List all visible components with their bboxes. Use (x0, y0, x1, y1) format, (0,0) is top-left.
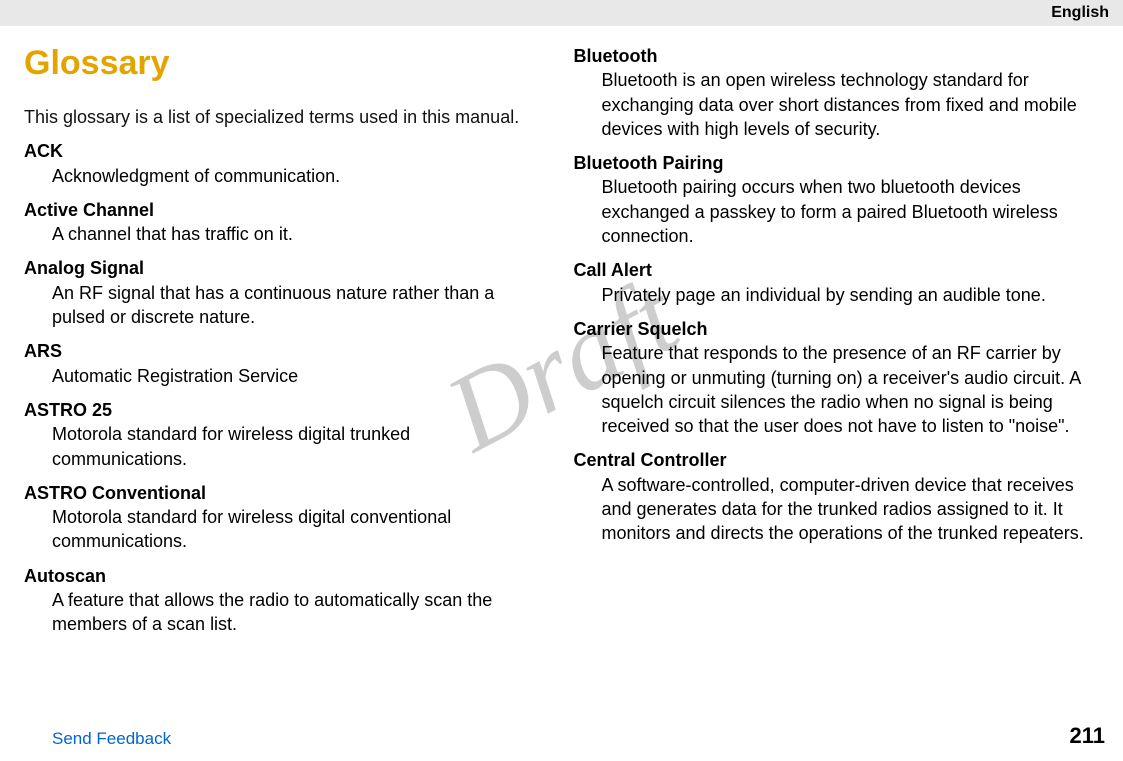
glossary-definition: Automatic Registration Service (52, 364, 546, 388)
language-label: English (1051, 4, 1109, 22)
glossary-entry: ASTRO 25 Motorola standard for wireless … (24, 398, 546, 471)
glossary-definition: Acknowledgment of communication. (52, 164, 546, 188)
page-title: Glossary (24, 44, 546, 83)
page-number: 211 (1070, 723, 1106, 749)
glossary-term: Bluetooth Pairing (574, 151, 1092, 175)
glossary-entry: ACK Acknowledgment of communication. (24, 139, 546, 188)
glossary-term: ASTRO 25 (24, 398, 546, 422)
glossary-term: Analog Signal (24, 256, 546, 280)
glossary-definition: Motorola standard for wireless digital t… (52, 422, 546, 471)
glossary-term: ASTRO Conventional (24, 481, 546, 505)
glossary-definition: Motorola standard for wireless digital c… (52, 505, 546, 554)
page-content: Glossary This glossary is a list of spec… (0, 26, 1123, 696)
glossary-definition: A software-controlled, computer-driven d… (602, 473, 1092, 546)
right-column: Bluetooth Bluetooth is an open wireless … (562, 44, 1100, 696)
intro-text: This glossary is a list of specialized t… (24, 105, 546, 129)
glossary-term: ACK (24, 139, 546, 163)
glossary-term: ARS (24, 339, 546, 363)
glossary-definition: An RF signal that has a continuous natur… (52, 281, 546, 330)
glossary-term: Central Controller (574, 448, 1092, 472)
glossary-definition: Bluetooth is an open wireless technology… (602, 68, 1092, 141)
glossary-definition: Feature that responds to the presence of… (602, 341, 1092, 438)
glossary-definition: A channel that has traffic on it. (52, 222, 546, 246)
glossary-term: Call Alert (574, 258, 1092, 282)
glossary-definition: Privately page an individual by sending … (602, 283, 1092, 307)
glossary-entry: Central Controller A software-controlled… (574, 448, 1092, 545)
glossary-entry: Autoscan A feature that allows the radio… (24, 564, 546, 637)
glossary-entry: Carrier Squelch Feature that responds to… (574, 317, 1092, 438)
glossary-entry: Call Alert Privately page an individual … (574, 258, 1092, 307)
glossary-entry: Active Channel A channel that has traffi… (24, 198, 546, 247)
page-footer: Send Feedback 211 (0, 729, 1123, 749)
glossary-entry: ARS Automatic Registration Service (24, 339, 546, 388)
glossary-term: Bluetooth (574, 44, 1092, 68)
glossary-entry: Bluetooth Bluetooth is an open wireless … (574, 44, 1092, 141)
top-bar: English (0, 0, 1123, 26)
glossary-definition: Bluetooth pairing occurs when two blueto… (602, 175, 1092, 248)
glossary-entry: ASTRO Conventional Motorola standard for… (24, 481, 546, 554)
glossary-entry: Analog Signal An RF signal that has a co… (24, 256, 546, 329)
send-feedback-link[interactable]: Send Feedback (52, 729, 171, 748)
glossary-definition: A feature that allows the radio to autom… (52, 588, 546, 637)
glossary-term: Active Channel (24, 198, 546, 222)
left-column: Glossary This glossary is a list of spec… (24, 44, 562, 696)
glossary-entry: Bluetooth Pairing Bluetooth pairing occu… (574, 151, 1092, 248)
glossary-term: Autoscan (24, 564, 546, 588)
glossary-term: Carrier Squelch (574, 317, 1092, 341)
